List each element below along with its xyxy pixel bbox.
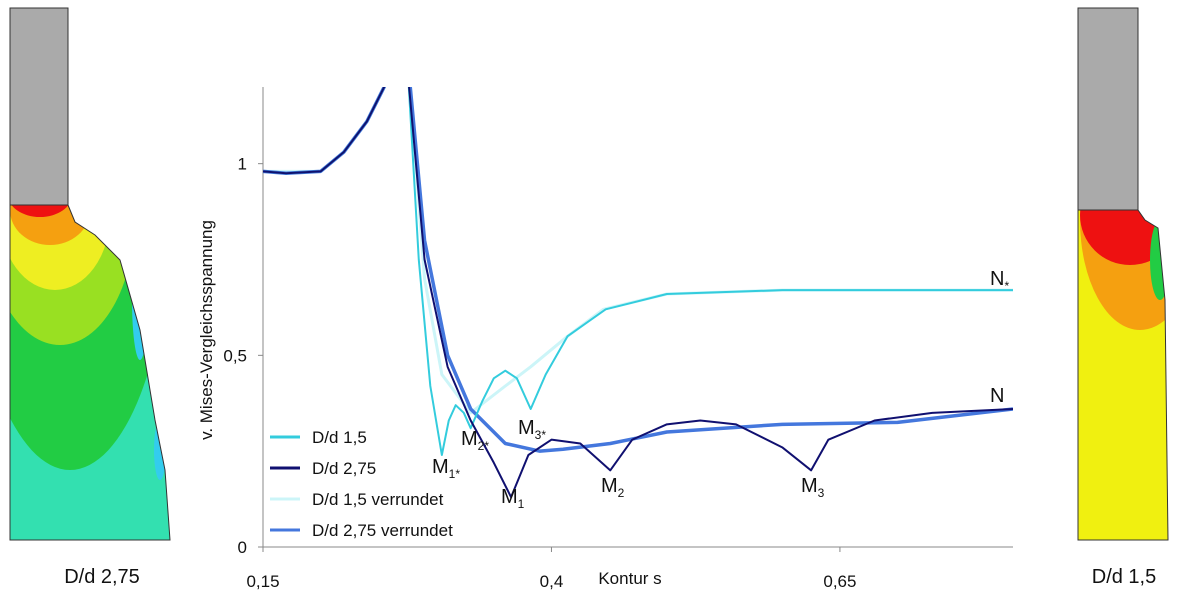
x-tick-label: 0,65 <box>823 572 856 591</box>
annotation-text: M <box>518 417 535 439</box>
annotation: N <box>990 385 1004 407</box>
x-tick-label: 0,4 <box>540 572 564 591</box>
annotation: M1* <box>432 456 460 481</box>
y-tick-label: 1 <box>238 155 247 174</box>
annotation-text: M <box>461 428 478 450</box>
annotation: M2 <box>601 475 625 500</box>
annotation-text: M <box>501 486 518 508</box>
y-tick-label: 0,5 <box>223 346 247 365</box>
annotation-text: N <box>990 385 1004 407</box>
legend-label: D/d 1,5 verrundet <box>312 490 444 509</box>
annotation: M3 <box>801 475 825 500</box>
annotation-text: M <box>432 456 449 478</box>
x-tick-label: 0,15 <box>246 572 279 591</box>
legend-label: D/d 1,5 <box>312 428 367 447</box>
legend-label: D/d 2,75 <box>312 459 376 478</box>
figure-label: D/d 2,75 <box>64 566 140 588</box>
annotation-sub: 3* <box>535 428 547 442</box>
series-line <box>263 87 1013 456</box>
annotation-sub: 3 <box>818 486 825 500</box>
plot-area <box>263 87 1013 499</box>
annotation: M2* <box>461 428 489 453</box>
annotation: M1 <box>501 486 525 511</box>
annotation-text: M <box>801 475 818 497</box>
series-line <box>263 87 1013 499</box>
right-figure: D/d 1,5 <box>1077 7 1169 588</box>
x-axis-title: Kontur s <box>598 569 661 588</box>
annotation-sub: 1 <box>518 497 525 511</box>
annotation: M3* <box>518 417 546 442</box>
annotation: N* <box>990 268 1009 293</box>
figure-label: D/d 1,5 <box>1092 566 1156 588</box>
series-line <box>263 87 1013 453</box>
annotation-text: N <box>990 268 1004 290</box>
annotation-sub: * <box>1004 279 1009 293</box>
y-axis-title: v. Mises-Vergleichsspannung <box>197 220 216 440</box>
annotation-text: M <box>601 475 618 497</box>
annotation-sub: 2 <box>618 486 625 500</box>
annotation-sub: 2* <box>478 439 490 453</box>
legend-label: D/d 2,75 verrundet <box>312 521 453 540</box>
left-figure: D/d 2,75 <box>9 7 171 588</box>
annotation-sub: 1* <box>449 467 461 481</box>
y-tick-label: 0 <box>238 538 247 557</box>
series-line <box>263 87 1013 415</box>
